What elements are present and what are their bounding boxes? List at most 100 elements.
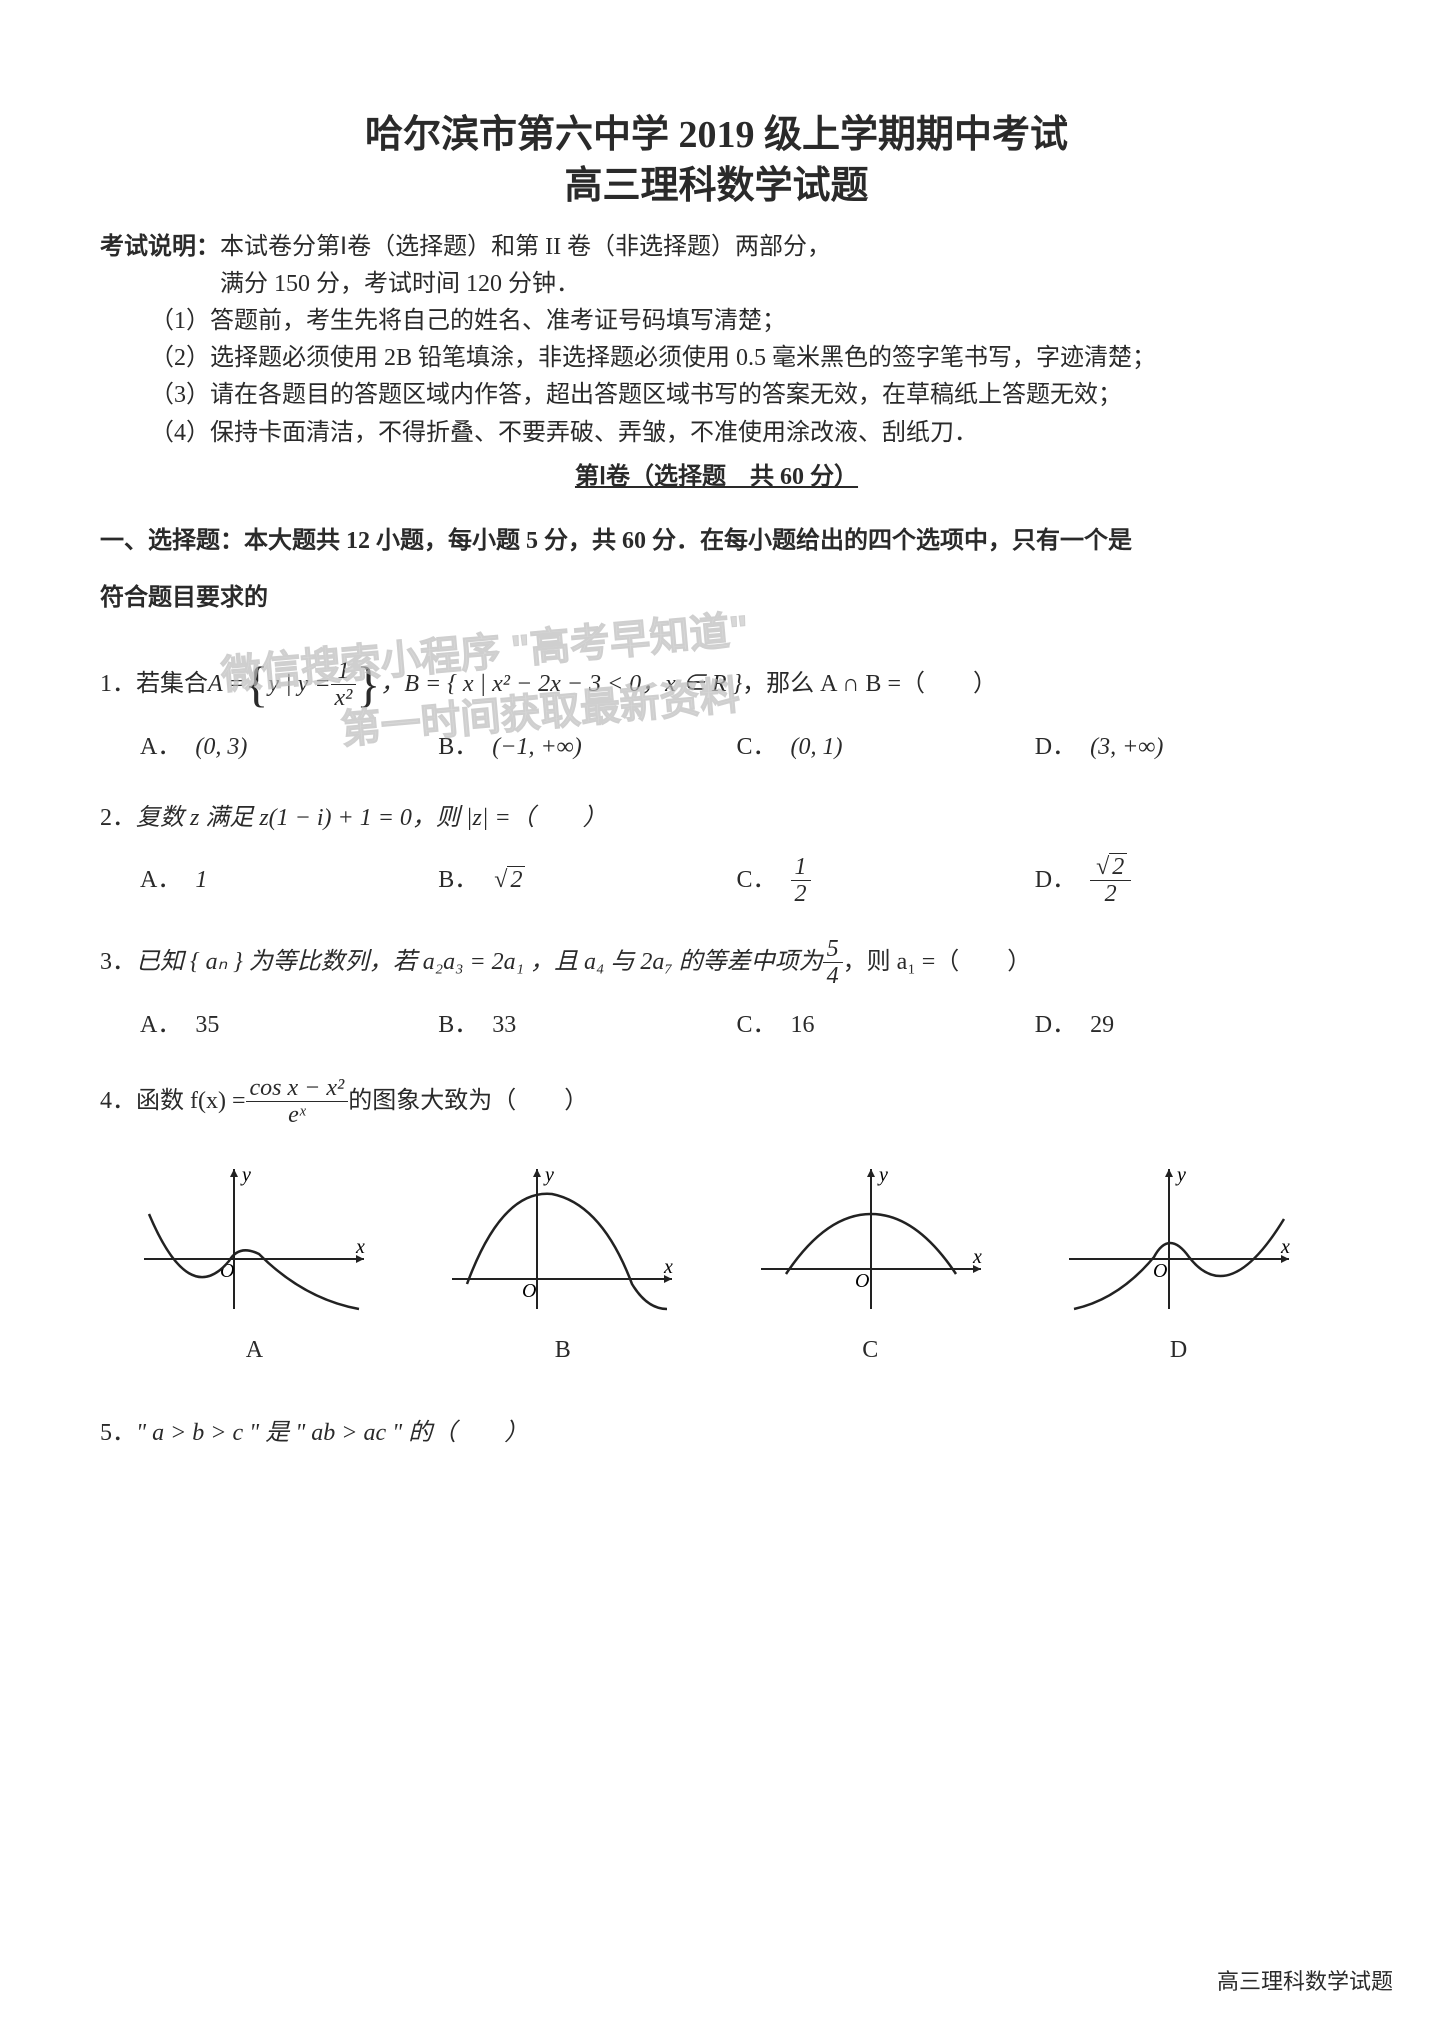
q2-optB-rad: 2 [507, 866, 525, 893]
svg-text:x: x [972, 1246, 982, 1268]
q4-label-B: B [555, 1329, 571, 1372]
q4-graph-labels: A B C D [100, 1329, 1333, 1372]
q3-optB-label: B． [438, 1004, 478, 1047]
q1-frac-den: x² [331, 685, 357, 711]
svg-text:x: x [355, 1236, 365, 1258]
instr-label: 考试说明： [100, 234, 220, 260]
q4-graph-C: O x y [751, 1159, 991, 1319]
svg-text:O: O [522, 1280, 536, 1302]
q1-optD-label: D． [1035, 726, 1076, 769]
q1-optD-val: (3, +∞) [1090, 726, 1163, 769]
q2-optC-den: 2 [791, 881, 811, 907]
svg-text:y: y [240, 1164, 251, 1186]
q3-optD-val: 29 [1090, 1004, 1114, 1047]
q3-pre: 已知 { aₙ } 为等比数列，若 a₂a₃ = 2a₁ ，且 a₄ 与 2a₇… [136, 941, 823, 984]
q3-frac-num: 5 [823, 936, 843, 963]
q1-optA: A． (0, 3) [140, 726, 438, 769]
q1-tail: ，那么 A ∩ B =（ ） [742, 663, 997, 706]
title-line2: 高三理科数学试题 [100, 161, 1333, 212]
q1-optD: D． (3, +∞) [1035, 726, 1333, 769]
q2-optD-rad: 2 [1109, 853, 1127, 880]
q1-optA-val: (0, 3) [195, 726, 247, 769]
title-line1: 哈尔滨市第六中学 2019 级上学期期中考试 [100, 110, 1333, 161]
q2-optD-frac: 2 2 [1090, 854, 1131, 908]
q3-optC: C．16 [737, 1004, 1035, 1047]
q2-optA-label: A． [140, 859, 181, 902]
q1-num: 1． [100, 663, 136, 706]
q2-optB-label: B． [438, 859, 478, 902]
instr-l1b: 满分 150 分，考试时间 120 分钟． [100, 266, 1333, 303]
q1-frac-num: 1 [331, 658, 357, 685]
q3-frac: 5 4 [823, 936, 843, 990]
q3-optA-val: 35 [195, 1004, 219, 1047]
q1-frac: 1 x² [331, 658, 357, 712]
q1-setB: ，B = { x | x² − 2x − 3 < 0，x ∈ R } [380, 663, 742, 706]
svg-text:y: y [1175, 1164, 1186, 1186]
instr-l1a: 本试卷分第Ⅰ卷（选择题）和第 II 卷（非选择题）两部分， [220, 234, 831, 260]
q1-setA-lhs: A = [208, 663, 244, 706]
q4-frac-den: eˣ [246, 1102, 349, 1128]
instr-l4: （3）请在各题目的答题区域内作答，超出答题区域书写的答案无效，在草稿纸上答题无效… [100, 377, 1333, 414]
brace-open-icon: { [244, 667, 268, 702]
exam-page: 哈尔滨市第六中学 2019 级上学期期中考试 高三理科数学试题 考试说明：本试卷… [0, 0, 1433, 2024]
mcq-intro: 一、选择题：本大题共 12 小题，每小题 5 分，共 60 分．在每小题给出的四… [100, 513, 1333, 628]
q1-setA-cond: y | y = [268, 663, 330, 706]
q2-optC-frac: 1 2 [791, 854, 811, 908]
svg-text:y: y [543, 1164, 554, 1186]
q4-graph-B: O x y [442, 1159, 682, 1319]
q3-optD: D． 29 [1035, 1004, 1333, 1047]
question-4: 4． 函数 f(x) = cos x − x² eˣ 的图象大致为（ ） O x… [100, 1075, 1333, 1372]
q3-optC-label: C． [737, 1004, 777, 1047]
q2-optA: A．1 [140, 859, 438, 902]
instructions: 考试说明：本试卷分第Ⅰ卷（选择题）和第 II 卷（非选择题）两部分， 满分 15… [100, 229, 1333, 452]
q4-label-C: C [862, 1329, 878, 1372]
q5-text: " a > b > c " 是 " ab > ac " 的（ ） [136, 1412, 528, 1455]
q3-optD-label: D． [1035, 1004, 1076, 1047]
q2-optD: D． 2 2 [1035, 854, 1333, 908]
q4-graph-A: O x y [134, 1159, 374, 1319]
q4-label-D: D [1170, 1329, 1187, 1372]
q3-frac-den: 4 [823, 963, 843, 989]
q3-optB: B． 33 [438, 1004, 736, 1047]
svg-text:O: O [1153, 1260, 1167, 1282]
q4-label-A: A [246, 1329, 263, 1372]
brace-close-icon: } [356, 667, 380, 702]
mcq-intro-l1: 一、选择题：本大题共 12 小题，每小题 5 分，共 60 分．在每小题给出的四… [100, 513, 1333, 571]
q1-pre: 若集合 [136, 663, 208, 706]
q2-optC-label: C． [737, 859, 777, 902]
q2-optD-label: D． [1035, 859, 1076, 902]
q2-optD-num: 2 [1090, 854, 1131, 881]
q3-optA-label: A． [140, 1004, 181, 1047]
q4-num: 4． [100, 1080, 136, 1123]
instr-l3: （2）选择题必须使用 2B 铅笔填涂，非选择题必须使用 0.5 毫米黑色的签字笔… [100, 340, 1333, 377]
q1-optC-label: C． [737, 726, 777, 769]
q3-optA: A． 35 [140, 1004, 438, 1047]
q1-optA-label: A． [140, 726, 181, 769]
q3-options: A． 35 B． 33 C．16 D． 29 [100, 1004, 1333, 1047]
svg-text:y: y [877, 1164, 888, 1186]
question-2: 2． 复数 z 满足 z(1 − i) + 1 = 0，则 |z| =（ ） A… [100, 797, 1333, 908]
q4-graph-row: O x y O x y [100, 1159, 1333, 1319]
q2-optB-val: 2 [492, 859, 525, 902]
q1-optB-label: B． [438, 726, 478, 769]
q2-num: 2． [100, 797, 136, 840]
q1-optC: C． (0, 1) [737, 726, 1035, 769]
q1-options: A． (0, 3) B．(−1, +∞) C． (0, 1) D． (3, +∞) [100, 726, 1333, 769]
q4-pre: 函数 f(x) = [136, 1080, 246, 1123]
question-5: 5． " a > b > c " 是 " ab > ac " 的（ ） [100, 1412, 1333, 1455]
q1-optC-val: (0, 1) [791, 726, 843, 769]
q2-optC: C． 1 2 [737, 854, 1035, 908]
instr-l2: （1）答题前，考生先将自己的姓名、准考证号码填写清楚； [100, 303, 1333, 340]
svg-text:x: x [663, 1256, 673, 1278]
graph-C-svg: O x y [751, 1159, 991, 1319]
q4-frac: cos x − x² eˣ [246, 1075, 349, 1129]
q2-pre: 复数 z 满足 z(1 − i) + 1 = 0，则 |z| =（ ） [136, 797, 607, 840]
q1-optB: B．(−1, +∞) [438, 726, 736, 769]
instr-l5: （4）保持卡面清洁，不得折叠、不要弄破、弄皱，不准使用涂改液、刮纸刀． [100, 415, 1333, 452]
q2-optC-num: 1 [791, 854, 811, 881]
q5-num: 5． [100, 1412, 136, 1455]
q3-optB-val: 33 [492, 1004, 516, 1047]
svg-text:x: x [1280, 1236, 1290, 1258]
q2-optD-den: 2 [1090, 881, 1131, 907]
mcq-intro-l2: 符合题目要求的 [100, 570, 1333, 628]
